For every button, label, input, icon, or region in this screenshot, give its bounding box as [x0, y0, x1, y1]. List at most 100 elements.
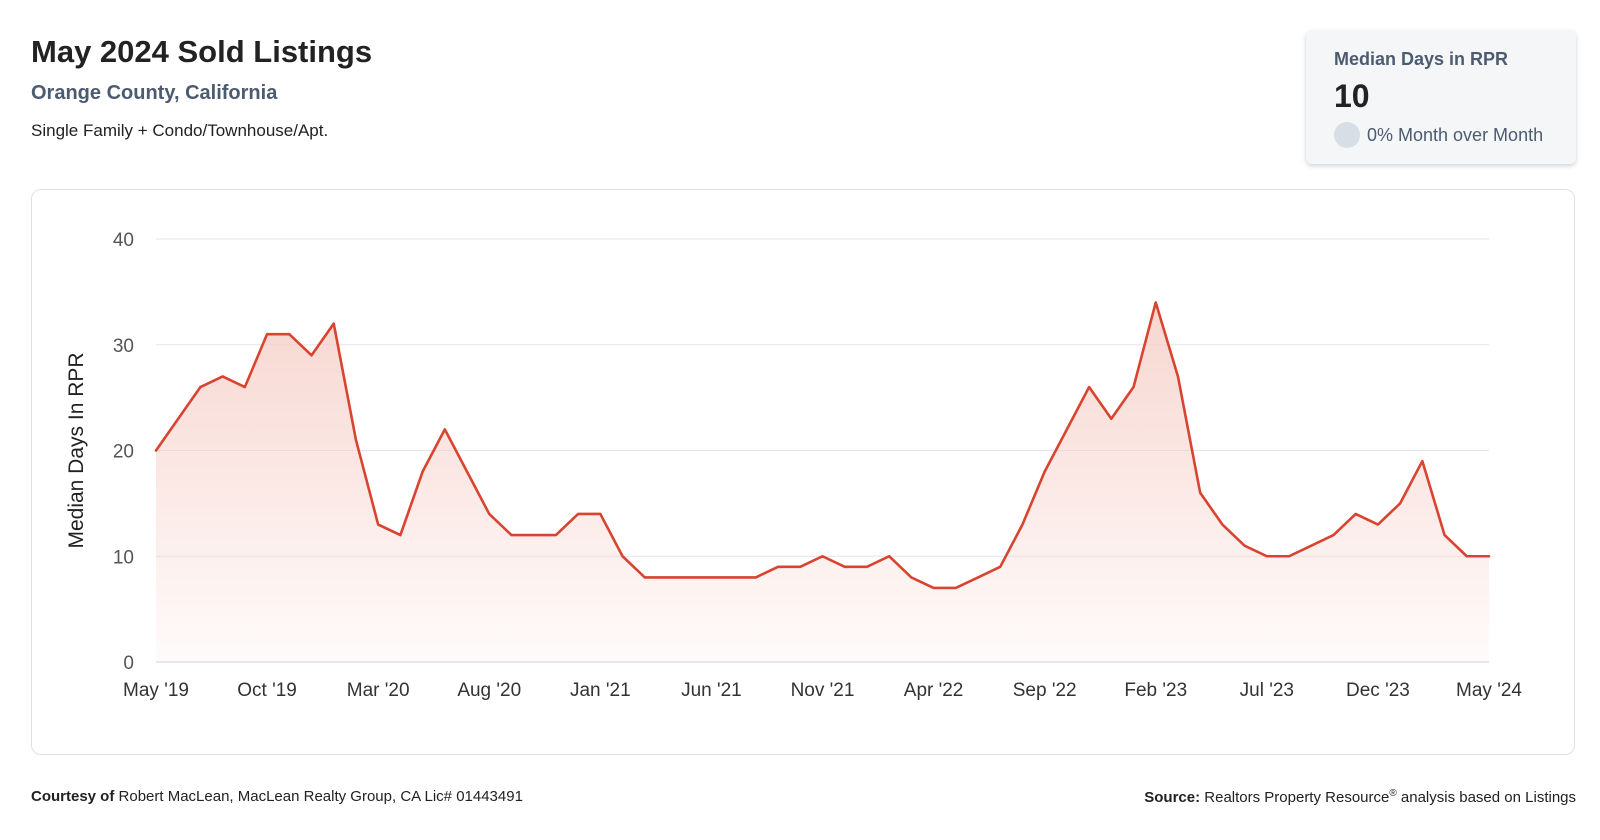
x-tick-label: Nov '21	[791, 680, 855, 701]
data-point	[532, 533, 536, 537]
y-tick-label: 20	[113, 442, 134, 463]
data-point	[354, 438, 358, 442]
data-point	[621, 554, 625, 558]
data-point	[398, 533, 402, 537]
kpi-change: 0% Month over Month	[1334, 122, 1543, 148]
data-point	[443, 427, 447, 431]
data-point	[1376, 523, 1380, 527]
data-point	[1465, 554, 1469, 558]
x-tick-label: Sep '22	[1013, 680, 1077, 701]
data-point	[554, 533, 558, 537]
data-point	[487, 512, 491, 516]
data-point	[154, 449, 158, 453]
data-point	[509, 533, 513, 537]
x-tick-label: Oct '19	[237, 680, 297, 701]
data-point	[1331, 533, 1335, 537]
source-label: Source:	[1144, 789, 1201, 806]
x-tick-label: Dec '23	[1346, 680, 1410, 701]
data-point	[198, 385, 202, 389]
source-footer: Source: Realtors Property Resource® anal…	[1144, 788, 1576, 806]
data-point	[465, 470, 469, 474]
line-chart: 0 10 20 30 40 Median Days In RPR May '19 Oct '1…	[65, 230, 1522, 701]
data-point	[176, 417, 180, 421]
data-point	[1398, 501, 1402, 505]
kpi-label: Median Days in RPR	[1334, 49, 1509, 69]
y-tick-label: 40	[113, 230, 134, 251]
data-point	[843, 565, 847, 569]
data-point	[1043, 470, 1047, 474]
courtesy-text: Robert MacLean, MacLean Realty Group, CA…	[118, 788, 523, 805]
data-point	[1198, 491, 1202, 495]
kpi-change-text: 0% Month over Month	[1367, 124, 1544, 145]
data-point	[776, 565, 780, 569]
data-point	[576, 512, 580, 516]
x-tick-label: May '24	[1456, 680, 1522, 701]
data-point	[1154, 300, 1158, 304]
data-point	[265, 332, 269, 336]
data-point	[243, 385, 247, 389]
data-point	[798, 565, 802, 569]
data-point	[887, 554, 891, 558]
data-point	[709, 575, 713, 579]
data-point	[1109, 417, 1113, 421]
data-point	[421, 470, 425, 474]
data-point	[1487, 554, 1491, 558]
y-tick-label: 0	[123, 653, 134, 674]
x-tick-label: Jun '21	[681, 680, 742, 701]
data-point	[1243, 544, 1247, 548]
data-point	[221, 374, 225, 378]
chart-card: 0 10 20 30 40 Median Days In RPR May '19 Oct '1…	[31, 189, 1575, 755]
x-tick-label: Mar '20	[347, 680, 410, 701]
data-point	[998, 565, 1002, 569]
data-point	[909, 575, 913, 579]
data-point	[954, 586, 958, 590]
data-point	[1087, 385, 1091, 389]
page-title: May 2024 Sold Listings	[31, 34, 373, 69]
neutral-change-icon	[1334, 122, 1360, 148]
data-point	[310, 353, 314, 357]
data-point	[732, 575, 736, 579]
data-point	[1420, 459, 1424, 463]
data-point	[754, 575, 758, 579]
property-type-description: Single Family + Condo/Townhouse/Apt.	[31, 121, 329, 140]
data-point	[376, 523, 380, 527]
data-point	[1354, 512, 1358, 516]
data-point	[287, 332, 291, 336]
data-point	[598, 512, 602, 516]
x-tick-label: Jul '23	[1240, 680, 1294, 701]
data-point	[665, 575, 669, 579]
data-point	[687, 575, 691, 579]
y-axis-label: Median Days In RPR	[65, 352, 88, 548]
data-point	[1287, 554, 1291, 558]
data-point	[1265, 554, 1269, 558]
data-point	[1443, 533, 1447, 537]
y-tick-label: 10	[113, 547, 134, 568]
courtesy-footer: Courtesy of Robert MacLean, MacLean Real…	[31, 788, 523, 805]
registered-mark: ®	[1389, 788, 1397, 799]
courtesy-label: Courtesy of	[31, 788, 115, 805]
x-tick-label: Jan '21	[570, 680, 631, 701]
x-tick-label: Aug '20	[457, 680, 521, 701]
data-point	[932, 586, 936, 590]
y-tick-label: 30	[113, 336, 134, 357]
data-point	[865, 565, 869, 569]
data-point	[332, 322, 336, 326]
source-text: Realtors Property Resource	[1204, 789, 1390, 806]
data-point	[643, 575, 647, 579]
area-fill	[156, 302, 1489, 662]
data-point	[1065, 427, 1069, 431]
data-point	[1220, 523, 1224, 527]
x-tick-label: May '19	[123, 680, 189, 701]
data-point	[1176, 374, 1180, 378]
location-subtitle: Orange County, California	[31, 82, 278, 104]
source-text-after: analysis based on Listings	[1400, 789, 1576, 806]
data-point	[1132, 385, 1136, 389]
kpi-card: Median Days in RPR 10 0% Month over Mont…	[1306, 30, 1576, 164]
data-point	[976, 575, 980, 579]
data-point	[821, 554, 825, 558]
x-tick-label: Apr '22	[904, 680, 964, 701]
series-line	[154, 301, 1491, 590]
data-point	[1309, 544, 1313, 548]
data-point	[1020, 523, 1024, 527]
x-tick-label: Feb '23	[1124, 680, 1187, 701]
